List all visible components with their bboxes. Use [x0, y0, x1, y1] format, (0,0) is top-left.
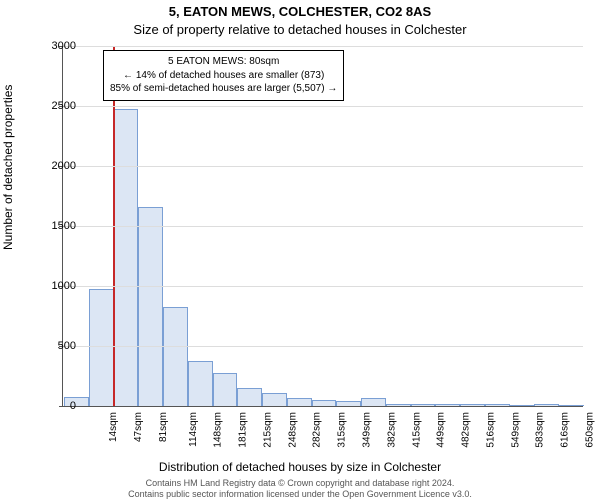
histogram-bar [411, 404, 436, 406]
x-tick-label: 81sqm [158, 412, 169, 442]
x-tick-label: 248sqm [287, 412, 298, 448]
x-tick-label: 282sqm [312, 412, 323, 448]
histogram-bar [336, 401, 361, 406]
gridline [63, 106, 583, 107]
x-tick-label: 449sqm [436, 412, 447, 448]
histogram-bar [262, 393, 287, 406]
x-tick-label: 14sqm [108, 412, 119, 442]
gridline [63, 226, 583, 227]
histogram-bar [89, 289, 114, 406]
annotation-box: 5 EATON MEWS: 80sqm ← 14% of detached ho… [103, 50, 344, 101]
address-title: 5, EATON MEWS, COLCHESTER, CO2 8AS [0, 4, 600, 19]
x-axis-label: Distribution of detached houses by size … [0, 460, 600, 474]
histogram-bar [510, 405, 535, 406]
x-tick-label: 650sqm [584, 412, 595, 448]
plot-area: 5 EATON MEWS: 80sqm ← 14% of detached ho… [62, 46, 583, 407]
annotation-line2: ← 14% of detached houses are smaller (87… [110, 69, 337, 83]
footer-line1: Contains HM Land Registry data © Crown c… [0, 478, 600, 489]
footer: Contains HM Land Registry data © Crown c… [0, 478, 600, 500]
footer-line2: Contains public sector information licen… [0, 489, 600, 500]
gridline [63, 166, 583, 167]
x-tick-label: 549sqm [510, 412, 521, 448]
histogram-bar [287, 398, 312, 406]
y-axis-label: Number of detached properties [1, 85, 15, 250]
histogram-bar [237, 388, 262, 406]
gridline [63, 346, 583, 347]
x-tick-label: 415sqm [411, 412, 422, 448]
x-tick-label: 349sqm [362, 412, 373, 448]
histogram-bar [163, 307, 188, 406]
histogram-bar [485, 404, 510, 406]
histogram-bar [361, 398, 386, 406]
x-tick-label: 482sqm [461, 412, 472, 448]
histogram-bar [138, 207, 163, 406]
histogram-bar [559, 405, 584, 406]
y-tick-label: 1000 [40, 280, 76, 292]
histogram-bar [435, 404, 460, 406]
x-tick-label: 315sqm [337, 412, 348, 448]
subtitle: Size of property relative to detached ho… [0, 22, 600, 37]
y-tick-label: 500 [40, 340, 76, 352]
gridline [63, 286, 583, 287]
x-tick-label: 148sqm [213, 412, 224, 448]
annotation-line1: 5 EATON MEWS: 80sqm [110, 55, 337, 69]
x-tick-label: 215sqm [263, 412, 274, 448]
gridline [63, 46, 583, 47]
y-tick-label: 1500 [40, 220, 76, 232]
x-tick-label: 47sqm [133, 412, 144, 442]
y-tick-label: 2000 [40, 160, 76, 172]
annotation-line3: 85% of semi-detached houses are larger (… [110, 82, 337, 96]
histogram-bar [114, 109, 139, 406]
histogram-bar [188, 361, 213, 406]
histogram-bar [534, 404, 559, 406]
x-tick-label: 114sqm [188, 412, 199, 447]
y-tick-label: 0 [40, 400, 76, 412]
y-tick-label: 3000 [40, 40, 76, 52]
x-tick-label: 583sqm [535, 412, 546, 448]
histogram-bar [213, 373, 238, 406]
histogram-bar [312, 400, 337, 406]
x-tick-label: 516sqm [485, 412, 496, 448]
histogram-bar [460, 404, 485, 406]
chart-container: 5, EATON MEWS, COLCHESTER, CO2 8AS Size … [0, 0, 600, 500]
x-tick-label: 382sqm [386, 412, 397, 448]
y-tick-label: 2500 [40, 100, 76, 112]
histogram-bar [386, 404, 411, 406]
x-tick-label: 616sqm [560, 412, 571, 448]
x-tick-label: 181sqm [238, 412, 249, 448]
